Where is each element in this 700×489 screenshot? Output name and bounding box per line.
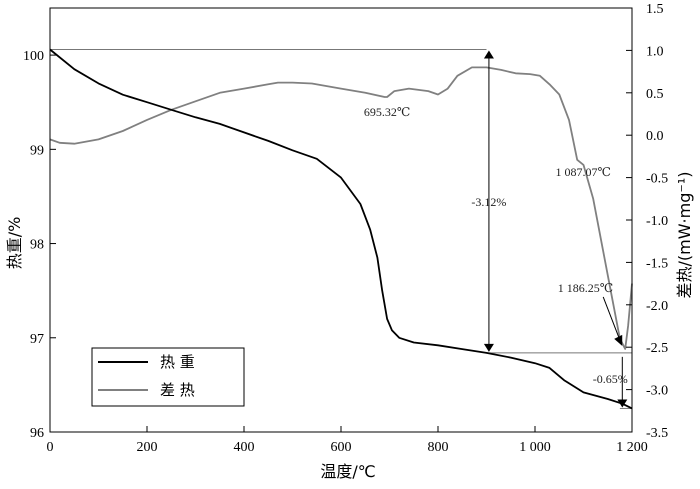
legend-label-dta: 差 热 [160,381,195,399]
y-right-tick-label: -1.5 [646,256,668,271]
y-right-tick-label: -3.0 [646,384,668,399]
y-axis-left-title: 热重/% [5,217,24,270]
annotation-label: 1 087.07℃ [555,165,610,179]
x-tick-label: 400 [234,440,255,455]
reference-lines [50,48,632,409]
legend: 热 重 差 热 [91,347,245,407]
annotation-layer: 695.32℃ 1 087.07℃ 1 186.25℃ -3.12% -0.65% [364,50,628,408]
y-right-tick-label: 0.0 [646,129,664,144]
x-tick-label: 200 [137,440,158,455]
series-line-dta [49,66,633,350]
series-line-tg [49,48,633,410]
x-tick-label: 600 [331,440,352,455]
ticks-layer: 0 200 400 600 800 1 000 1 200 96 97 98 99 100 1.5 1.0… [23,2,668,455]
mass-loss-arrowhead-up [483,50,494,59]
y-right-tick-label: 1.5 [646,2,664,17]
y-axis-right-title: 差热/(mW·mg⁻¹) [675,172,694,299]
annotation-label: -3.12% [471,195,506,209]
y-right-tick-label: -2.5 [646,341,668,356]
y-right-tick-label: 1.0 [646,44,664,59]
y-right-tick-label: -2.0 [646,299,668,314]
y-right-tick-label: -3.5 [646,426,668,441]
y-right-tick-label: -1.0 [646,214,668,229]
mass-loss-2-arrowhead [617,399,628,408]
series-layer [49,48,633,410]
peak-pointer-arrowhead [614,334,623,346]
x-tick-label: 800 [428,440,449,455]
legend-label-tg: 热 重 [160,353,195,371]
mass-loss-arrowhead-down [483,343,494,352]
y-left-tick-label: 96 [30,426,44,441]
y-left-tick-label: 99 [30,143,44,158]
y-left-tick-label: 100 [23,49,44,64]
y-left-tick-label: 97 [30,332,44,347]
x-tick-label: 0 [47,440,54,455]
y-right-tick-label: 0.5 [646,87,664,102]
x-tick-label: 1 200 [616,440,648,455]
y-right-tick-label: -0.5 [646,172,668,187]
x-axis-title: 温度/℃ [320,462,375,481]
y-left-tick-label: 98 [30,238,44,253]
annotation-label: 1 186.25℃ [558,281,613,295]
x-tick-label: 1 000 [519,440,551,455]
peak-pointer-line [602,296,621,342]
annotation-label: -0.65% [593,372,628,386]
legend-box [91,347,245,407]
annotation-label: 695.32℃ [364,105,410,119]
